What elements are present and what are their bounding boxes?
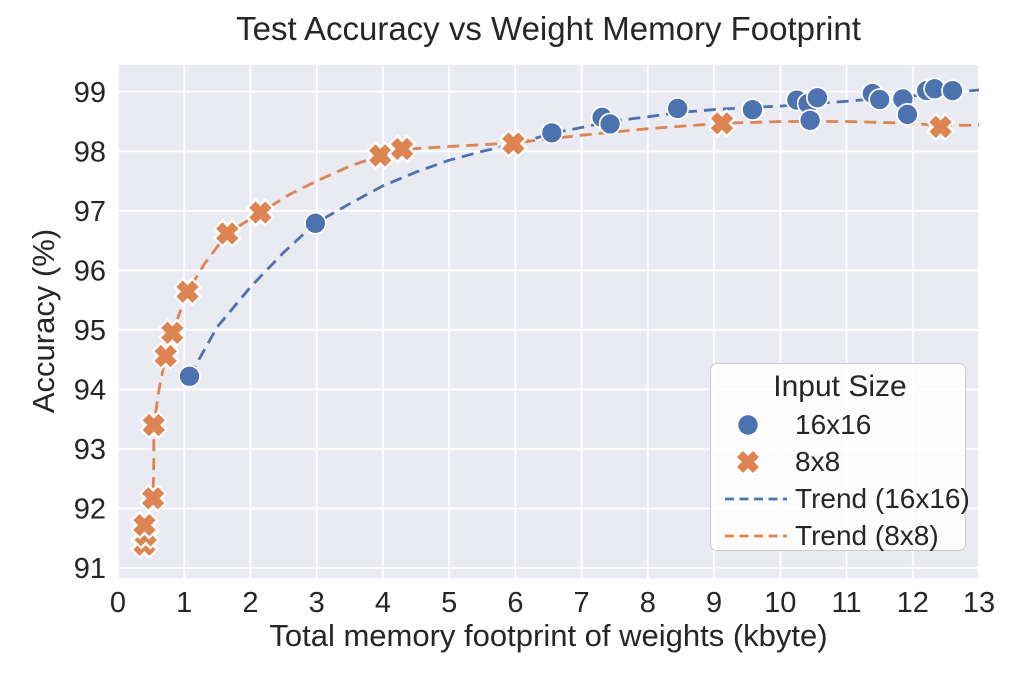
x-tick-label: 10 [764,587,796,619]
data-point-16x16 [178,364,201,388]
x-icon [725,447,771,477]
legend-item-16x16: 16x16 [725,406,955,443]
data-point-16x16 [896,103,919,126]
data-point-8x8 [710,112,734,135]
data-point-16x16 [598,112,622,136]
dashed-line-icon [725,532,787,540]
y-axis-label: Accuracy (%) [26,228,61,414]
x-tick-label: 4 [375,587,391,619]
x-tick-label: 9 [706,587,722,619]
x-axis-label: Total memory footprint of weights (kbyte… [269,618,828,653]
x-tick-label: 8 [640,587,656,619]
data-point-16x16 [798,108,822,132]
y-tick-label: 91 [74,553,106,585]
chart-title: Test Accuracy vs Weight Memory Footprint [236,10,861,47]
x-tick-label: 3 [309,587,325,619]
y-tick-label: 94 [74,374,106,406]
data-point-8x8 [141,487,165,510]
data-point-16x16 [941,79,964,102]
data-point-8x8 [176,280,199,303]
data-point-8x8 [133,513,156,537]
y-tick-label: 99 [74,77,106,109]
data-point-16x16 [868,88,892,111]
legend-item-trend-8x8: Trend (8x8) [725,517,955,554]
data-point-8x8 [249,201,272,224]
data-point-8x8 [142,413,165,437]
data-point-8x8 [216,222,239,245]
data-point-16x16 [540,121,564,145]
x-tick-label: 6 [507,587,523,619]
x-tick-label: 5 [441,587,457,619]
x-tick-label: 7 [574,587,590,619]
data-point-8x8 [502,132,525,155]
y-tick-label: 92 [74,493,106,525]
legend-item-label: Trend (8x8) [795,519,939,551]
legend-item-label: Trend (16x16) [795,482,970,514]
legend: Input Size 16x16 8x8 [710,363,970,554]
data-point-16x16 [666,97,690,120]
data-point-8x8 [154,344,177,368]
y-tick-label: 96 [74,255,106,287]
data-point-16x16 [806,86,829,110]
trend-line-8x8 [143,120,980,545]
data-point-16x16 [304,211,327,235]
circle-icon [725,410,771,440]
x-tick-label: 0 [110,587,126,619]
data-point-8x8 [929,115,952,139]
legend-title: Input Size [773,370,907,403]
y-tick-label: 97 [74,196,106,228]
dashed-line-icon [725,495,787,503]
legend-item-label: 16x16 [795,408,872,440]
y-tick-label: 98 [74,136,106,168]
legend-item-8x8: 8x8 [725,443,955,480]
data-point-16x16 [741,98,764,121]
x-tick-label: 12 [897,587,929,619]
x-tick-label: 2 [242,587,258,619]
data-point-8x8 [390,137,414,161]
data-point-8x8 [369,144,392,167]
x-tick-label: 13 [963,587,995,619]
y-tick-label: 93 [74,434,106,466]
y-tick-label: 95 [74,315,106,347]
data-point-8x8 [161,321,184,344]
x-tick-label: 11 [831,587,861,619]
x-tick-label: 1 [176,587,192,619]
legend-item-trend-16x16: Trend (16x16) [725,480,970,517]
legend-item-label: 8x8 [795,445,841,477]
